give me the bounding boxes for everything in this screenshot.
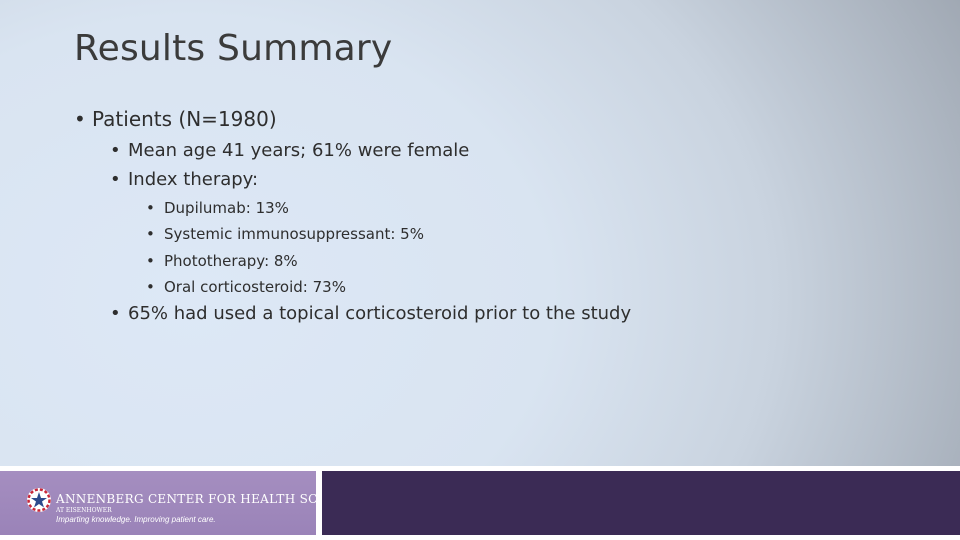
bullet-topical: • 65% had used a topical corticosteroid … [110,303,631,324]
bullet-text: Index therapy: [128,169,259,190]
bullet-dot: • [110,140,121,161]
bullet-therapy-phototherapy: • Phototherapy: 8% [146,252,298,270]
bullet-dot: • [110,169,121,190]
bullet-text: Oral corticosteroid: 73% [164,278,346,296]
bullet-text: Mean age 41 years; 61% were female [128,140,470,161]
footer-logo-panel: ANNENBERG CENTER FOR HEALTH SCIENCES AT … [0,471,369,535]
org-name: ANNENBERG CENTER FOR HEALTH SCIENCES [56,492,370,506]
bullet-text: Systemic immunosuppressant: 5% [164,225,424,243]
bullet-therapy-systemic: • Systemic immunosuppressant: 5% [146,225,424,243]
bullet-mean-age: • Mean age 41 years; 61% were female [110,140,469,161]
bullet-dot: • [74,107,86,131]
bullet-index-therapy: • Index therapy: [110,169,258,190]
bullet-dot: • [110,303,121,324]
bullet-text: Phototherapy: 8% [164,252,298,270]
bullet-patients: • Patients (N=1980) [74,107,277,131]
bullet-therapy-dupilumab: • Dupilumab: 13% [146,199,289,217]
org-subtitle: AT EISENHOWER [56,507,112,514]
bullet-dot: • [146,225,155,243]
bullet-dot: • [146,252,155,270]
bullet-text: 65% had used a topical corticosteroid pr… [128,303,632,324]
bullet-dot: • [146,199,155,217]
bullet-dot: • [146,278,155,296]
slide-title: Results Summary [74,28,393,69]
footer-dark-panel [322,471,960,535]
bullet-text: Patients (N=1980) [92,107,277,131]
star-emblem-icon [27,488,51,512]
footer-bar: ANNENBERG CENTER FOR HEALTH SCIENCES AT … [0,466,960,540]
org-tagline: Imparting knowledge. Improving patient c… [56,515,216,524]
bullet-text: Dupilumab: 13% [164,199,289,217]
bullet-therapy-oral: • Oral corticosteroid: 73% [146,278,346,296]
